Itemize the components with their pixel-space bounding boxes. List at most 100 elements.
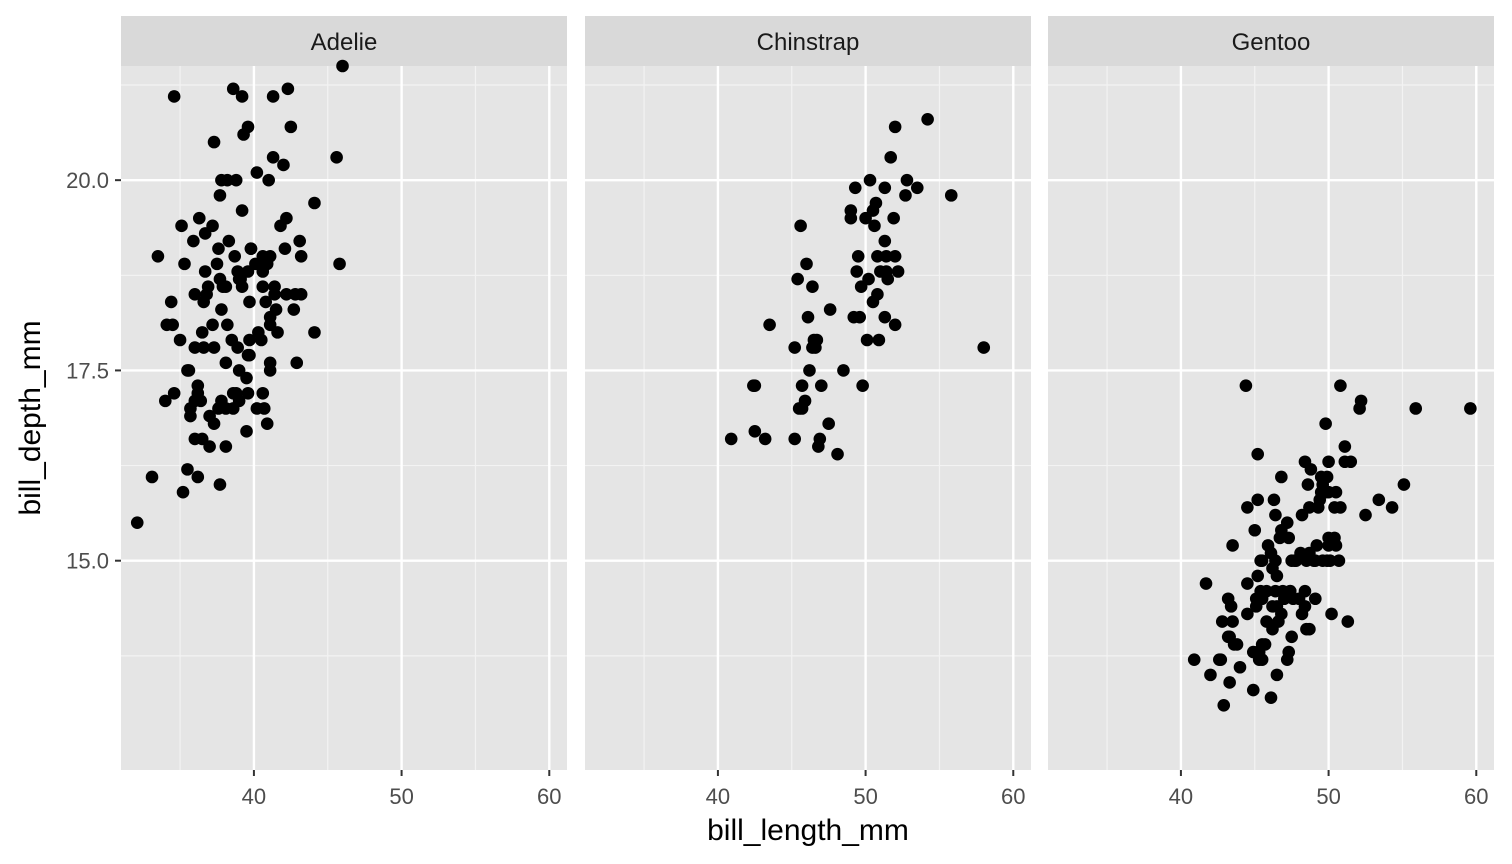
x-tick-label: 40 (706, 784, 730, 809)
data-point (1264, 691, 1278, 704)
data-point (878, 181, 892, 195)
data-point (1248, 523, 1262, 537)
data-point (801, 310, 815, 324)
data-point (269, 303, 283, 316)
data-point (336, 59, 349, 73)
data-point (788, 432, 802, 446)
data-point (1255, 554, 1269, 568)
data-point (851, 249, 865, 263)
data-point (159, 394, 172, 408)
data-point (1320, 470, 1334, 484)
data-point (166, 318, 179, 332)
data-point (794, 219, 807, 233)
data-point (277, 158, 290, 172)
data-point (215, 303, 228, 316)
data-point (1372, 493, 1386, 507)
data-point (294, 249, 308, 263)
data-point (1325, 607, 1338, 621)
facet-strip-label: Adelie (311, 29, 378, 56)
data-point (899, 189, 912, 202)
data-point (1215, 615, 1229, 628)
data-point (206, 318, 219, 332)
data-point (1241, 501, 1254, 514)
data-point (1359, 508, 1372, 522)
data-point (244, 242, 258, 255)
data-point (758, 432, 772, 446)
data-point (810, 333, 824, 347)
data-point (221, 173, 234, 187)
data-point (1258, 638, 1272, 651)
data-point (145, 470, 159, 484)
data-point (788, 341, 802, 354)
data-point (888, 318, 902, 332)
data-point (822, 417, 835, 431)
data-point (259, 295, 273, 309)
data-point (1338, 440, 1352, 453)
data-point (888, 120, 902, 134)
data-point (1267, 493, 1281, 507)
x-axis-title: bill_length_mm (707, 814, 909, 847)
y-tick-label: 17.5 (66, 358, 109, 383)
data-point (222, 234, 236, 248)
data-point (853, 310, 866, 324)
data-point (1230, 638, 1244, 651)
data-point (1261, 539, 1275, 552)
data-point (850, 265, 864, 278)
data-point (806, 280, 819, 294)
x-tick-label: 60 (1001, 784, 1025, 809)
data-point (280, 211, 293, 225)
data-point (167, 90, 181, 103)
data-point (284, 120, 298, 134)
data-point (1292, 592, 1306, 606)
data-point (1251, 569, 1265, 583)
data-point (884, 151, 898, 164)
data-point (231, 341, 244, 354)
data-point (188, 341, 202, 354)
data-point (878, 234, 892, 248)
data-point (1329, 485, 1343, 499)
data-point (1341, 615, 1355, 628)
data-point (243, 348, 256, 362)
data-point (1214, 653, 1228, 666)
data-point (748, 425, 762, 438)
data-point (1239, 379, 1253, 392)
data-point (848, 181, 862, 195)
data-point (1282, 645, 1296, 659)
data-point (212, 242, 225, 255)
facet-strip-label: Chinstrap (757, 29, 860, 56)
data-point (1246, 683, 1260, 697)
data-point (226, 82, 240, 96)
x-tick-label: 40 (242, 784, 266, 809)
data-point (213, 478, 227, 491)
facet-panel-gentoo: Gentoo 40 50 60 (1048, 16, 1494, 809)
data-point (263, 249, 277, 263)
data-point (844, 204, 858, 217)
y-axis-title: bill_depth_mm (14, 320, 47, 515)
data-point (1241, 607, 1254, 621)
data-point (1282, 531, 1296, 545)
data-point (724, 432, 738, 446)
panel-background (585, 66, 1031, 770)
x-tick-label: 40 (1169, 784, 1193, 809)
data-point (229, 173, 243, 187)
data-point (868, 219, 881, 233)
data-point (290, 356, 304, 370)
y-tick-label: 15.0 (66, 549, 109, 574)
facet-panel-adelie: Adelie 40 50 60 (121, 16, 567, 809)
data-point (175, 219, 188, 233)
x-tick-label: 50 (389, 784, 413, 809)
data-point (201, 280, 215, 294)
data-point (250, 166, 264, 179)
data-point (167, 386, 181, 400)
data-point (266, 151, 280, 164)
data-point (1270, 668, 1284, 682)
data-point (263, 356, 277, 370)
data-point (878, 310, 892, 324)
data-point (235, 204, 249, 217)
data-point (863, 173, 877, 187)
data-point (243, 295, 256, 309)
data-point (823, 303, 837, 316)
data-point (1322, 455, 1335, 469)
data-point (221, 318, 234, 332)
data-point (280, 288, 293, 301)
